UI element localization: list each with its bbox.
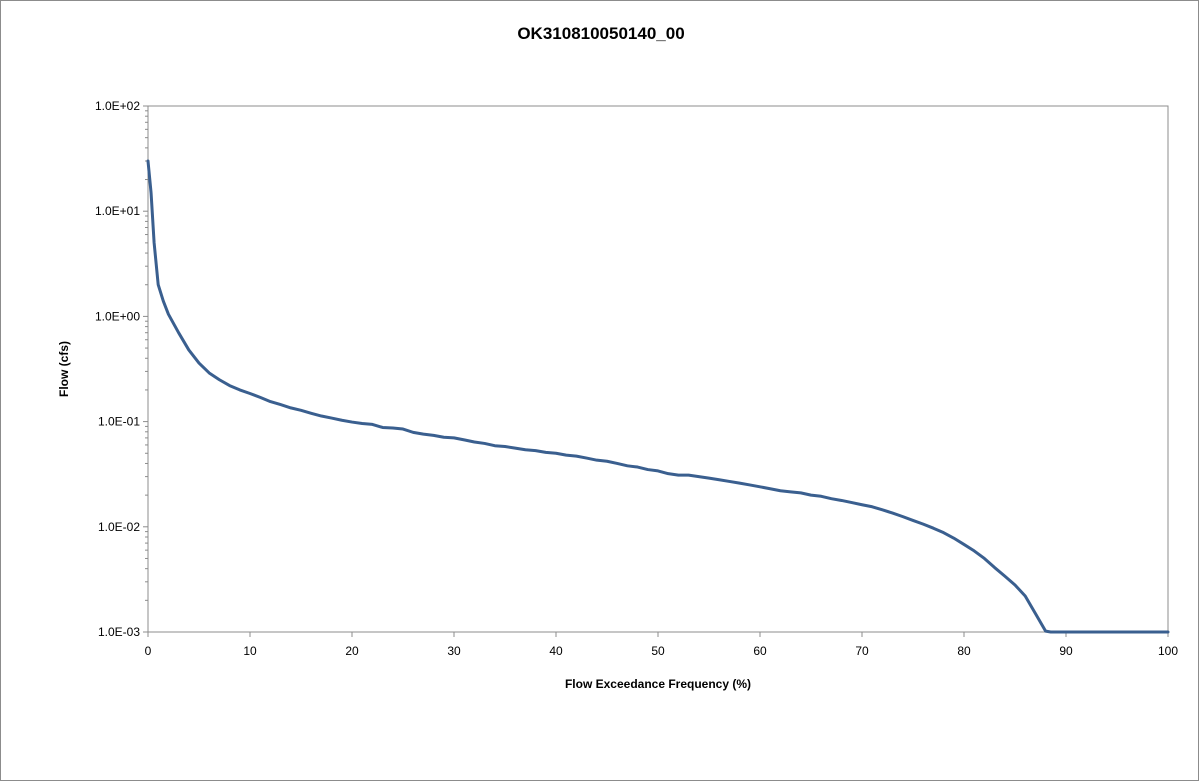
plot-border — [147, 105, 1169, 633]
x-tick-label: 90 — [1059, 644, 1073, 658]
y-tick-label: 1.0E-01 — [98, 415, 140, 429]
y-axis: 1.0E-03 1.0E-02 1.0E-01 1.0E+00 1.0E+01 1.0E+… — [95, 99, 149, 639]
y-tick-label: 1.0E+01 — [95, 204, 140, 218]
chart-title: OK310810050140_00 — [517, 24, 684, 43]
x-tick-label: 0 — [145, 644, 152, 658]
x-tick-label: 40 — [549, 644, 563, 658]
y-tick-label: 1.0E+02 — [95, 99, 140, 113]
x-tick-label: 20 — [345, 644, 359, 658]
x-tick-label: 50 — [651, 644, 665, 658]
x-tick-label: 10 — [243, 644, 257, 658]
x-tick-label: 30 — [447, 644, 461, 658]
series-layer — [146, 159, 1170, 634]
y-tick-label: 1.0E-02 — [98, 520, 140, 534]
series-line — [146, 159, 1170, 634]
x-tick-label: 100 — [1158, 644, 1178, 658]
y-tick-label: 1.0E+00 — [95, 309, 140, 323]
x-tick-label: 60 — [753, 644, 767, 658]
y-tick-label: 1.0E-03 — [98, 625, 140, 639]
x-axis-title: Flow Exceedance Frequency (%) — [565, 677, 751, 691]
y-axis-title: Flow (cfs) — [57, 341, 71, 397]
x-tick-label: 70 — [855, 644, 869, 658]
x-axis: 0 10 20 30 40 50 60 70 80 90 100 — [145, 631, 1178, 658]
x-tick-label: 80 — [957, 644, 971, 658]
plot-area — [147, 105, 1169, 633]
